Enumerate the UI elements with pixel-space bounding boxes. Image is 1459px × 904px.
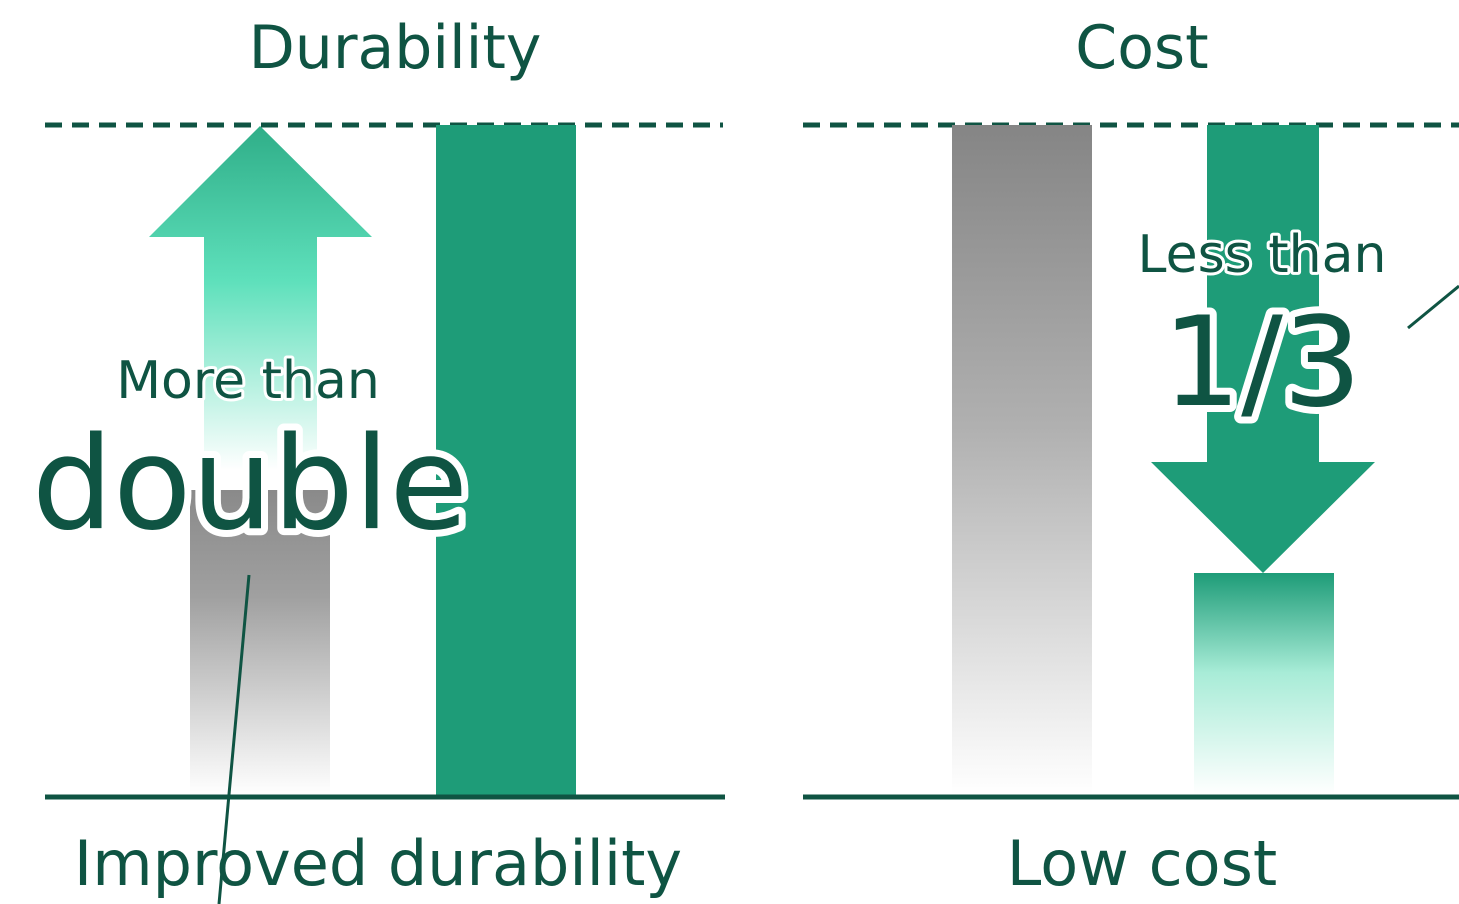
- cost-panel: Cost Less than 1/3 Low cost: [803, 13, 1459, 900]
- cost-new-bar: [1194, 573, 1334, 795]
- durability-callout-value: double: [32, 410, 468, 559]
- down-arrow-icon: [1151, 125, 1375, 573]
- durability-caption: Improved durability: [74, 827, 682, 900]
- cost-pointer-line: [1407, 284, 1459, 330]
- cost-callout-value: 1/3: [1162, 291, 1362, 435]
- durability-title: Durability: [249, 13, 542, 83]
- durability-new-bar: [436, 125, 576, 795]
- up-arrow-icon: [149, 126, 372, 470]
- cost-caption: Low cost: [1007, 827, 1277, 900]
- cost-previous-bar: [952, 125, 1092, 795]
- cost-callout-prefix: Less than: [1138, 225, 1387, 285]
- durability-previous-bar: [190, 490, 330, 795]
- durability-pointer-line: [217, 574, 251, 904]
- durability-panel: Durability More than double Improved dur…: [25, 13, 725, 904]
- cost-title: Cost: [1075, 13, 1208, 83]
- durability-callout-prefix: More than: [116, 351, 380, 411]
